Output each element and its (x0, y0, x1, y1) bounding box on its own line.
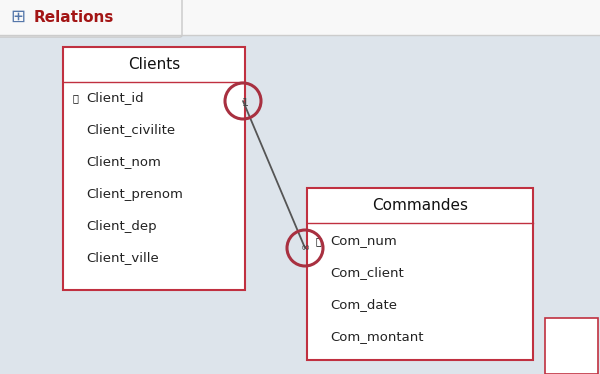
Bar (0, 0, 600, 35)
Bar (63, 47, 245, 290)
Bar (307, 188, 533, 360)
Text: Com_client: Com_client (330, 267, 404, 279)
Text: Client_id: Client_id (86, 92, 143, 104)
Text: Com_num: Com_num (330, 234, 397, 248)
Bar (545, 318, 598, 374)
Text: Client_prenom: Client_prenom (86, 187, 183, 200)
Text: Client_civilite: Client_civilite (86, 123, 175, 137)
Text: Com_montant: Com_montant (330, 331, 424, 343)
Text: Client_ville: Client_ville (86, 251, 159, 264)
Text: Client_nom: Client_nom (86, 156, 161, 169)
Text: 🗝: 🗝 (72, 93, 78, 103)
Text: ⊞: ⊞ (10, 8, 26, 26)
FancyBboxPatch shape (0, 0, 182, 37)
Text: 🗝: 🗝 (315, 236, 321, 246)
Text: Clients: Clients (128, 57, 180, 72)
Text: Commandes: Commandes (372, 198, 468, 213)
Text: Com_date: Com_date (330, 298, 397, 312)
Text: ∞: ∞ (301, 243, 310, 253)
Text: Client_dep: Client_dep (86, 220, 157, 233)
Text: Relations: Relations (34, 9, 115, 25)
Text: 1: 1 (241, 98, 248, 108)
